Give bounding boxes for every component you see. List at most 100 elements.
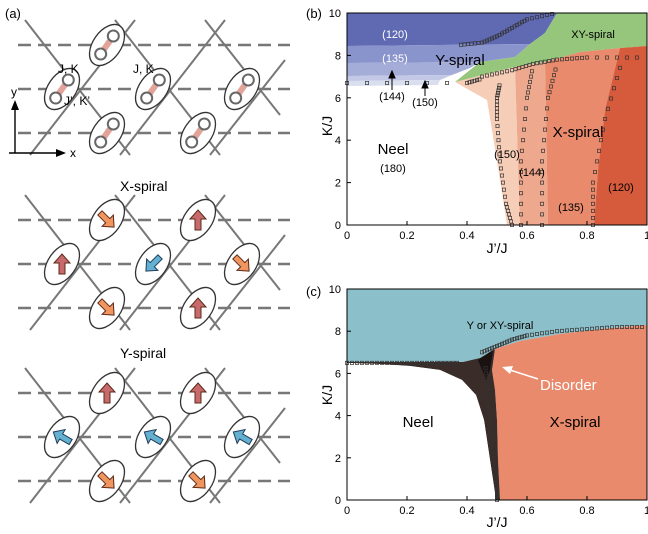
- y-tick-label: 6: [335, 93, 341, 105]
- boundary-marker: [490, 36, 494, 41]
- boundary-marker: [535, 332, 539, 336]
- boundary-marker: [497, 342, 502, 347]
- boundary-marker: [585, 327, 589, 332]
- panel-b-xlabel: J’/J: [487, 240, 508, 256]
- y-tick-label: 4: [335, 411, 341, 423]
- boundary-marker: [593, 170, 597, 174]
- boundary-marker: [547, 59, 551, 64]
- bond-label-jprime: J’, K’: [64, 94, 90, 108]
- boundary-marker: [600, 326, 604, 330]
- boundary-marker: [480, 350, 484, 355]
- x-tick-label: 1: [644, 505, 648, 517]
- x-tick-label: 0: [344, 230, 350, 242]
- boundary-marker: [606, 106, 610, 111]
- boundary-marker: [472, 78, 477, 83]
- boundary-marker: [591, 215, 595, 220]
- boundary-marker: [355, 360, 359, 365]
- boundary-marker: [505, 69, 509, 74]
- boundary-marker: [495, 93, 500, 98]
- dimer-group-top: [43, 23, 261, 155]
- boundary-marker: [385, 360, 389, 365]
- panel-b-frame: [346, 12, 648, 226]
- boundary-marker: [365, 81, 369, 85]
- boundary-marker: [497, 85, 501, 90]
- boundary-marker: [580, 327, 584, 332]
- panel-b-boundary-markers: [345, 12, 639, 227]
- boundary-marker: [615, 76, 619, 80]
- dimer: [88, 111, 126, 155]
- boundary-marker: [540, 191, 544, 196]
- dimer: [223, 67, 261, 111]
- boundary-marker: [487, 347, 492, 352]
- x-tick-label: 0.8: [579, 230, 594, 242]
- boundary-marker: [591, 201, 595, 206]
- boundary-marker: [485, 382, 489, 386]
- boundary-marker: [550, 12, 554, 17]
- boundary-marker: [599, 138, 603, 143]
- region-x-spiral: X-spiral: [553, 124, 604, 141]
- boundary-marker: [445, 81, 449, 85]
- boundary-marker: [490, 72, 494, 77]
- boundary-marker: [544, 117, 548, 121]
- boundary-marker: [591, 187, 595, 192]
- boundary-marker: [488, 427, 493, 432]
- boundary-marker: [545, 330, 549, 335]
- y-tick-label: 8: [335, 50, 341, 62]
- boundary-marker: [477, 77, 482, 82]
- boundary-marker: [405, 360, 409, 365]
- boundary-marker: [521, 138, 525, 143]
- boundary-marker: [555, 57, 559, 62]
- disorder-label: Disorder: [540, 377, 597, 394]
- axis-y-label: y: [11, 85, 17, 99]
- boundary-marker: [523, 117, 527, 121]
- boundary-marker: [630, 325, 634, 329]
- boundary-marker: [520, 334, 524, 339]
- panel-c-regions: [347, 289, 647, 500]
- boundary-marker: [553, 67, 558, 72]
- panel-c-label: (c): [306, 284, 321, 299]
- region-neel: Neel: [378, 141, 409, 158]
- boundary-marker: [502, 340, 507, 345]
- boundary-marker: [546, 95, 550, 100]
- boundary-marker: [488, 420, 492, 425]
- boundary-marker: [540, 212, 544, 217]
- angle-144-x: (144): [519, 167, 545, 179]
- panel-c-xlabel: J’/J: [487, 514, 508, 530]
- x-tick-label: 0.2: [399, 230, 414, 242]
- boundary-marker: [591, 194, 595, 199]
- boundary-marker: [455, 360, 459, 365]
- region-neel-c: Neel: [403, 414, 434, 431]
- boundary-marker: [500, 341, 504, 346]
- boundary-marker: [496, 88, 501, 93]
- angle-120-top: (120): [382, 29, 408, 41]
- panel-c-frame: [346, 288, 648, 501]
- boundary-marker: [485, 387, 490, 392]
- region-y-or-xy-spiral: Y or XY-spiral: [467, 320, 534, 332]
- boundary-marker: [625, 325, 629, 329]
- panel-a: (a): [5, 6, 290, 504]
- boundary-marker: [420, 360, 424, 365]
- boundary-marker: [492, 466, 496, 471]
- boundary-marker: [405, 81, 409, 85]
- boundary-marker: [635, 55, 639, 60]
- angle-135-top: (135): [382, 53, 408, 65]
- boundary-marker: [504, 201, 508, 206]
- x-tick-label: 0.4: [459, 230, 474, 242]
- x-tick-label: 0.8: [579, 505, 594, 517]
- boundary-marker: [531, 61, 535, 66]
- boundary-marker: [620, 325, 624, 329]
- boundary-marker: [525, 333, 529, 338]
- boundary-marker: [540, 170, 544, 174]
- boundary-marker: [549, 84, 553, 89]
- boundary-marker: [487, 413, 492, 418]
- panel-b-regions: [347, 13, 647, 225]
- boundary-marker: [525, 95, 529, 100]
- y-tick-label: 4: [335, 135, 341, 147]
- boundary-marker: [495, 71, 499, 76]
- boundary-marker: [640, 325, 644, 329]
- boundary-marker: [502, 187, 506, 192]
- axis-x-label: x: [70, 146, 76, 160]
- region-y-spiral: Y-spiral: [435, 52, 484, 69]
- boundary-marker: [526, 90, 530, 95]
